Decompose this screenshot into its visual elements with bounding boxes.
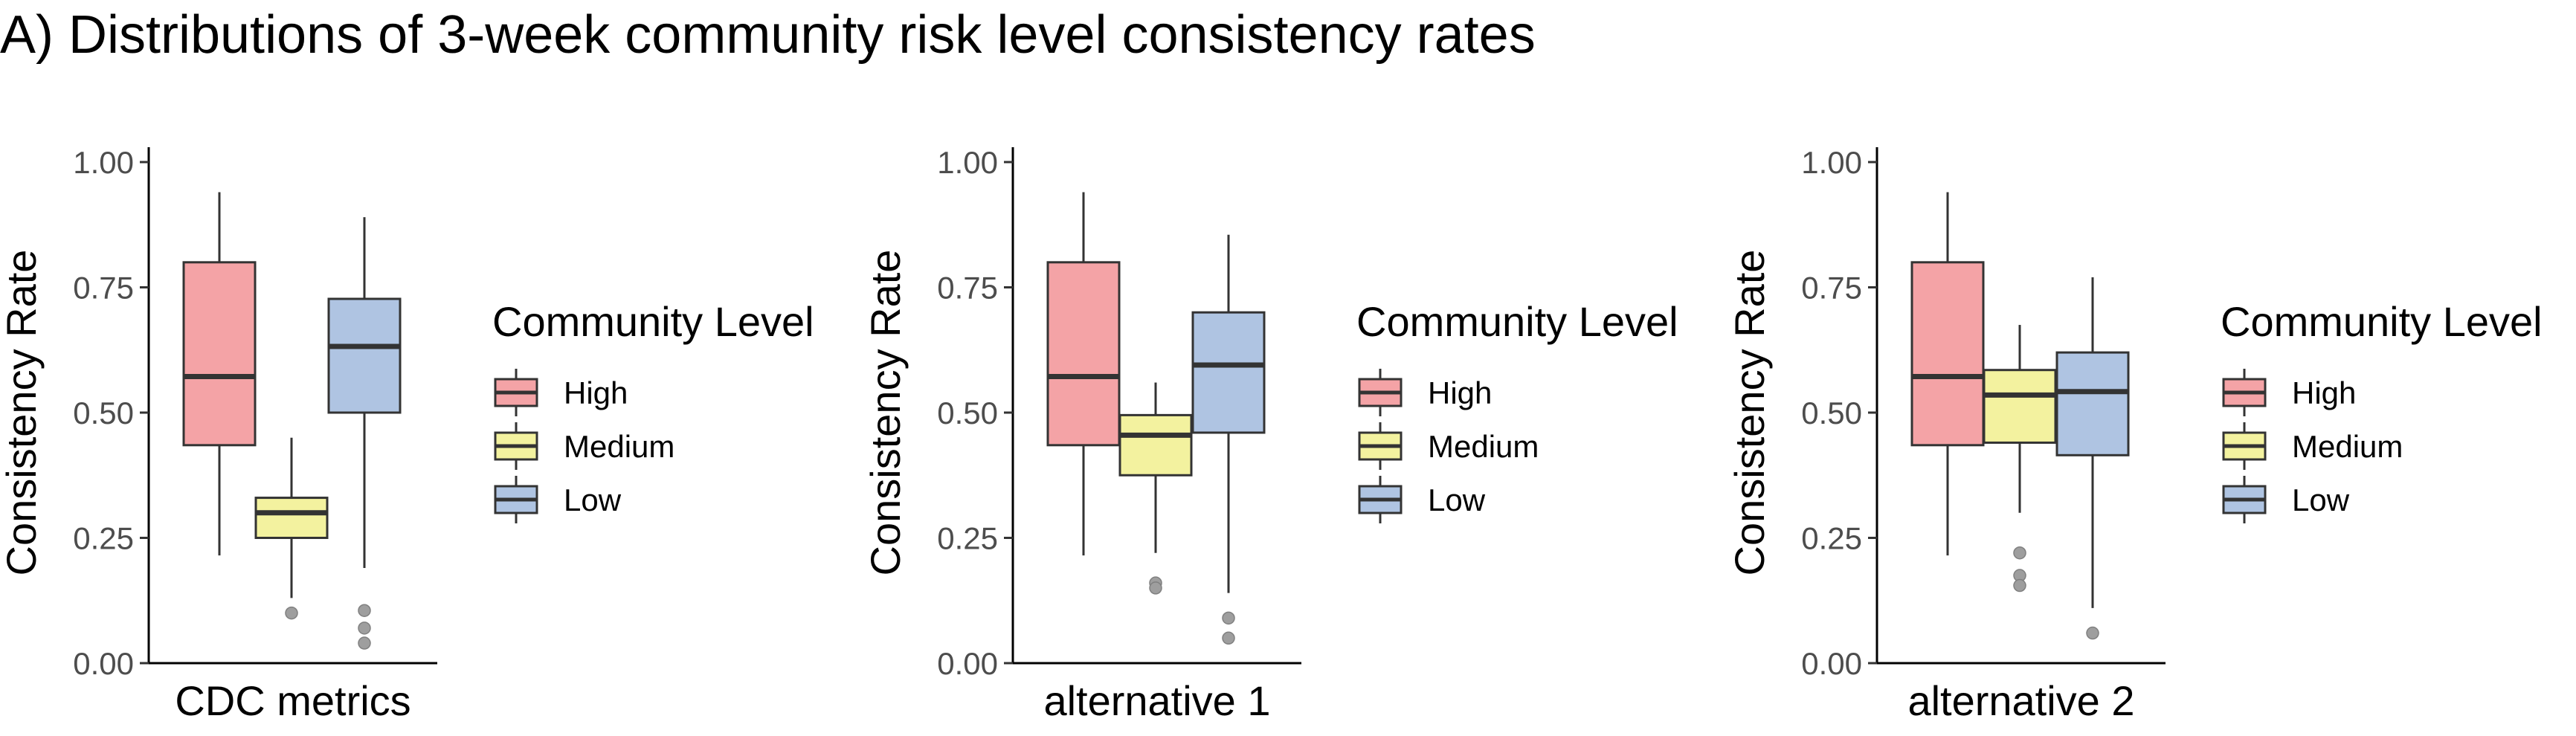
legend-label: Medium: [1428, 429, 1539, 464]
y-tick-label: 0.00: [73, 646, 134, 681]
y-tick-label: 0.75: [1801, 271, 1862, 306]
chart-panel-2: Consistency Rate 0.00 0.25 0.50 0.75 1.00 alte…: [862, 145, 1678, 724]
chart-panel-1: Consistency Rate 0.00 0.25 0.50 0.75 1.00 CDC …: [0, 145, 814, 724]
outlier-point: [1222, 631, 1235, 645]
box-body: [1191, 311, 1266, 434]
box-low: [327, 217, 402, 650]
legend-key-low: [494, 476, 538, 523]
x-axis-label: CDC metrics: [175, 677, 410, 724]
box-low: [2055, 277, 2130, 640]
box-body: [1118, 413, 1193, 477]
legend-key-low: [2222, 476, 2267, 523]
box-body: [254, 497, 329, 540]
box-body: [2055, 351, 2130, 456]
box-body: [1046, 261, 1121, 447]
outlier-point: [358, 622, 371, 635]
y-tick-label: 0.75: [73, 271, 134, 306]
y-tick-label: 1.00: [1801, 145, 1862, 180]
y-tick-label: 1.00: [937, 145, 998, 180]
outlier-point: [2086, 626, 2099, 640]
outlier-point: [1222, 611, 1235, 625]
y-tick-label: 0.50: [1801, 396, 1862, 430]
legend-label: Medium: [2292, 429, 2403, 464]
box-body: [1910, 261, 1985, 447]
legend: Community Level High Medium Low: [492, 298, 814, 523]
legend-key-high: [1358, 369, 1403, 416]
outlier-point: [1149, 581, 1162, 595]
legend-title: Community Level: [1356, 298, 1678, 345]
y-tick-label: 0.25: [73, 521, 134, 556]
legend-label: High: [564, 375, 628, 410]
y-tick-label: 0.50: [73, 396, 134, 430]
legend-key-medium: [2222, 422, 2267, 470]
legend-label: High: [1428, 375, 1492, 410]
outlier-point: [2013, 578, 2026, 593]
box-medium: [1118, 382, 1193, 595]
box-body: [327, 297, 402, 414]
y-tick-label: 0.25: [1801, 521, 1862, 556]
y-axis-label: Consistency Rate: [1726, 250, 1773, 576]
y-tick-label: 0.25: [937, 521, 998, 556]
box-high: [1910, 192, 1985, 556]
legend-label: High: [2292, 375, 2356, 410]
y-axis-label: Consistency Rate: [0, 250, 45, 576]
legend: Community Level High Medium Low: [1356, 298, 1678, 523]
outlier-point: [285, 606, 298, 620]
box-body: [1983, 369, 2057, 444]
legend-label: Low: [564, 482, 622, 517]
legend-key-high: [2222, 369, 2267, 416]
legend-title: Community Level: [2221, 298, 2543, 345]
box-high: [1046, 192, 1121, 556]
legend-label: Low: [1428, 482, 1486, 517]
x-axis-label: alternative 1: [1043, 677, 1270, 724]
figure-title: A) Distributions of 3-week community ris…: [0, 5, 1536, 65]
y-tick-label: 0.50: [937, 396, 998, 430]
legend-key-medium: [494, 422, 538, 470]
outlier-point: [358, 604, 371, 617]
y-tick-label: 1.00: [73, 145, 134, 180]
y-axis-label: Consistency Rate: [862, 250, 909, 576]
legend-label: Low: [2292, 482, 2350, 517]
box-low: [1191, 234, 1266, 645]
y-tick-label: 0.00: [937, 646, 998, 681]
outlier-point: [358, 636, 371, 650]
chart-panel-3: Consistency Rate 0.00 0.25 0.50 0.75 1.00 alte…: [1726, 145, 2543, 724]
legend-key-low: [1358, 476, 1403, 523]
legend-key-medium: [1358, 422, 1403, 470]
legend: Community Level High Medium Low: [2221, 298, 2543, 523]
outlier-point: [2013, 546, 2026, 560]
legend-label: Medium: [564, 429, 674, 464]
legend-title: Community Level: [492, 298, 814, 345]
x-axis-label: alternative 2: [1907, 677, 2134, 724]
box-medium: [254, 437, 329, 620]
box-medium: [1983, 325, 2057, 593]
legend-key-high: [494, 369, 538, 416]
y-tick-label: 0.75: [937, 271, 998, 306]
box-high: [182, 192, 257, 556]
y-tick-label: 0.00: [1801, 646, 1862, 681]
box-body: [182, 261, 257, 447]
